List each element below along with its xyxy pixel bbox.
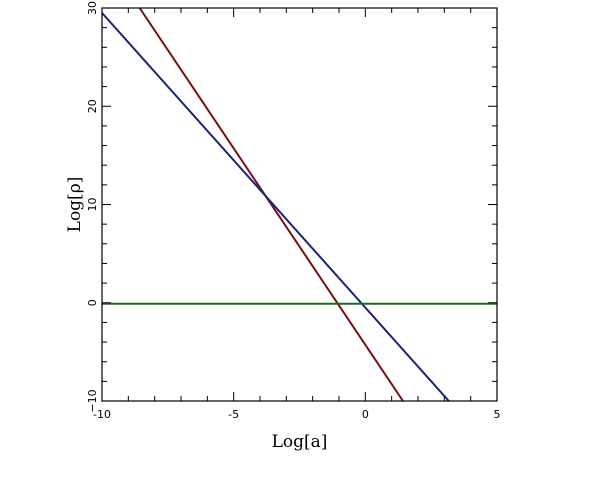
- y-tick-label: −10: [86, 389, 99, 412]
- ticks-layer: -10 -5 0 5 −10 0 10 20 30: [86, 1, 501, 421]
- x-tick-label: 0: [362, 408, 369, 421]
- x-tick-label: -10: [93, 408, 111, 421]
- x-tick-label: -5: [228, 408, 239, 421]
- series-line-2: [102, 12, 450, 401]
- y-tick-label: 0: [86, 299, 99, 306]
- series-layer: [102, 8, 497, 401]
- x-tick-label: 5: [494, 408, 501, 421]
- y-tick-label: 20: [86, 99, 99, 113]
- plot-frame: [101, 7, 498, 402]
- series-line-1: [138, 8, 404, 401]
- x-axis-label: Log[a]: [272, 432, 328, 452]
- y-axis-label: Log[ρ]: [65, 177, 85, 233]
- y-tick-label: 30: [86, 1, 99, 15]
- y-tick-label: 10: [86, 198, 99, 212]
